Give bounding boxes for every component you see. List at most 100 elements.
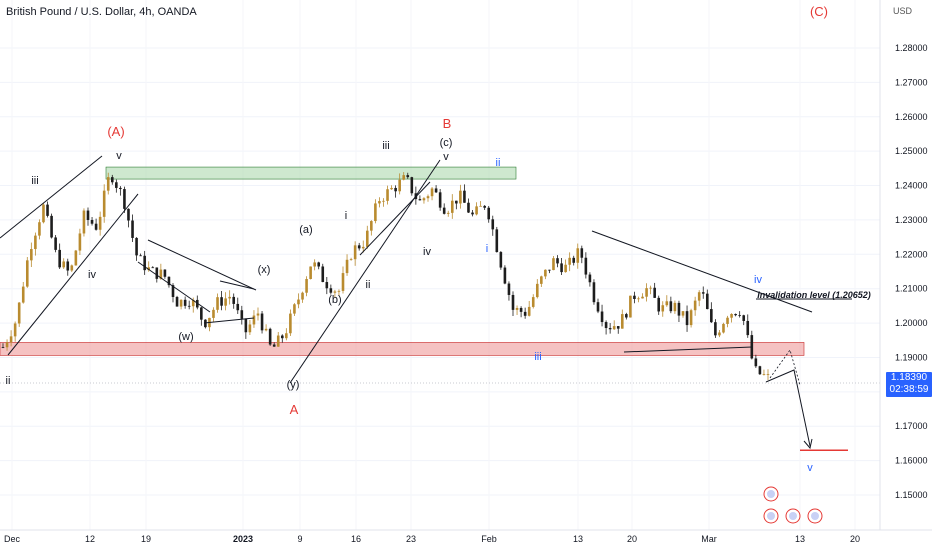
candle-body [272,344,276,347]
candle-body [127,208,130,221]
currency-label: USD [893,6,913,16]
candle-body [175,296,179,307]
candle-body [110,177,114,183]
y-tick-label: 1.21000 [895,284,928,294]
candle-body [669,301,673,312]
x-tick-label: 20 [850,534,860,544]
x-tick-label: Dec [4,534,21,544]
chart-title: British Pound / U.S. Dollar, 4h, OANDA [6,6,197,18]
channel-line-c-parallel [359,181,431,256]
candle-body [171,285,175,297]
candle-body [633,295,636,300]
candle-body [657,297,661,312]
resistance-zone [105,166,517,180]
candle-body [710,309,713,323]
candle-body [418,199,422,201]
candle-body [98,216,102,230]
wave-label-red: B [443,116,452,131]
x-tick-label: Feb [481,534,497,544]
candle-body [58,249,61,268]
candle-body [353,245,357,260]
y-tick-label: 1.26000 [895,112,928,122]
candle-body [637,298,640,300]
candle-body [248,324,252,333]
candle-body [62,261,66,268]
candle-body [333,291,337,293]
candle-body [325,282,329,289]
x-tick-label: 16 [351,534,361,544]
event-flag-icon-inner [811,512,819,520]
candle-body [689,310,693,326]
candle-body [90,219,94,224]
candle-body [200,307,203,320]
candle-body [167,276,171,286]
candle-body [491,219,495,230]
candle-body [641,296,644,299]
candle-body [183,299,187,306]
candle-body [734,313,737,316]
candle-body [106,177,110,191]
support-zone [0,342,805,356]
candle-body [625,314,628,318]
candle-body [228,296,231,299]
candle-body [13,323,17,337]
candle-body [240,310,244,319]
wave-label-black: iii [382,140,389,152]
y-tick-label: 1.19000 [895,352,928,362]
candle-body [155,267,159,279]
candle-body [187,305,191,307]
candle-body [357,245,361,249]
candle-body [693,300,697,311]
candle-body [38,222,41,236]
candle-body [297,299,300,305]
candle-body [289,313,292,334]
candle-body [527,306,531,316]
candle-body [410,177,414,194]
candle-body [592,282,596,303]
candle-body [143,255,146,271]
candle-body [564,264,567,273]
candle-body [305,279,308,293]
candle-body [86,210,90,220]
candle-body [422,198,426,201]
candle-body [102,190,106,217]
candle-body [119,187,122,190]
candle-body [620,314,624,329]
wave-label-black: (b) [328,294,341,306]
candle-body [46,204,49,216]
y-tick-label: 1.24000 [895,181,928,191]
candle-body [616,326,620,329]
candle-body [159,269,163,279]
event-flag-icon-inner [767,512,775,520]
candle-body [131,220,134,238]
candle-body [531,297,535,307]
wave-label-blue: ii [496,157,501,169]
candle-body [479,205,482,207]
candle-body [544,269,547,277]
candle-body [337,290,341,292]
candle-body [515,307,519,310]
candle-body [50,215,53,238]
wave-label-black: (w) [178,331,193,343]
wave-label-black: iv [423,246,431,258]
candle-body [511,294,515,310]
candle-body [398,179,401,192]
candle-body [70,265,74,271]
candle-body [754,358,758,367]
candle-body [665,301,669,306]
y-tick-label: 1.28000 [895,43,928,53]
candle-body [726,317,729,324]
candle-body [722,323,725,333]
candle-body [714,322,717,336]
invalidation-label: Invalidation level (1.20652) [757,290,871,300]
wave-label-black: ii [6,375,11,387]
chart-grid [0,47,880,496]
wave-label-black: i [345,210,347,222]
x-tick-label: 9 [297,534,302,544]
candle-body [378,201,381,204]
candle-body [115,182,118,188]
candle-body [224,298,227,306]
candle-body [236,303,240,311]
candle-body [459,190,462,204]
